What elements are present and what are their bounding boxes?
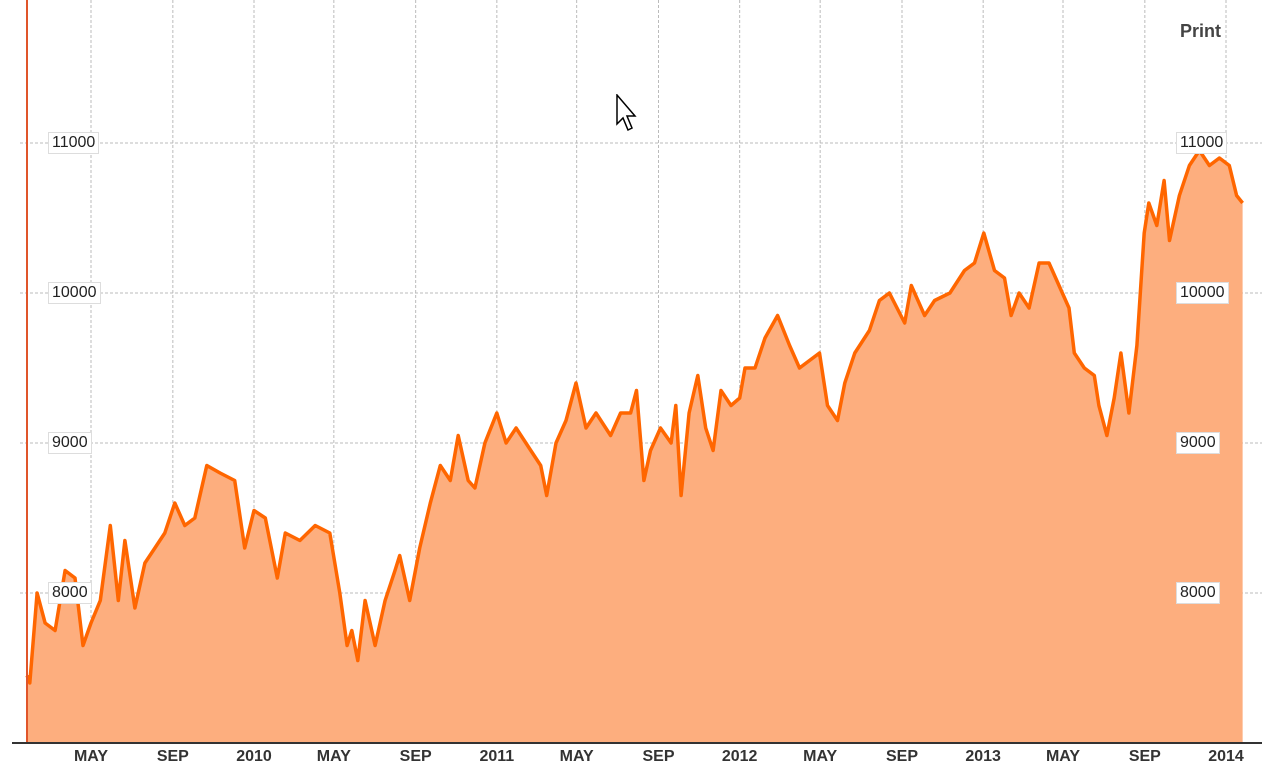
x-tick-label: 2012 xyxy=(721,748,758,765)
x-tick-label: SEP xyxy=(642,748,675,765)
y-tick-label: 9000 xyxy=(1176,432,1220,454)
y-tick-label: 11000 xyxy=(1176,132,1228,154)
x-tick-label: 2011 xyxy=(479,748,515,765)
x-tick-label: 2013 xyxy=(965,748,1001,765)
x-tick-label: MAY xyxy=(1045,748,1081,765)
y-tick-label: 10000 xyxy=(1176,282,1229,304)
x-tick-label: 2014 xyxy=(1208,748,1244,765)
mouse-cursor-icon xyxy=(616,94,637,132)
x-tick-label: SEP xyxy=(399,748,432,765)
x-tick-label: MAY xyxy=(803,748,838,765)
y-tick-label: 9000 xyxy=(48,432,92,454)
x-tick-label: MAY xyxy=(73,748,109,765)
print-button[interactable]: Print xyxy=(1179,21,1221,41)
y-tick-label: 8000 xyxy=(48,582,92,604)
y-tick-label: 11000 xyxy=(48,132,100,154)
x-tick-label: SEP xyxy=(885,748,919,765)
y-tick-label: 10000 xyxy=(48,282,101,304)
x-tick-label: MAY xyxy=(316,748,351,765)
series-area-fill xyxy=(27,150,1243,743)
x-tick-label: 2010 xyxy=(236,748,272,765)
x-tick-label: SEP xyxy=(1128,748,1161,765)
x-tick-label: MAY xyxy=(559,748,594,765)
x-tick-label: SEP xyxy=(156,748,189,765)
y-tick-label: 8000 xyxy=(1176,582,1220,604)
